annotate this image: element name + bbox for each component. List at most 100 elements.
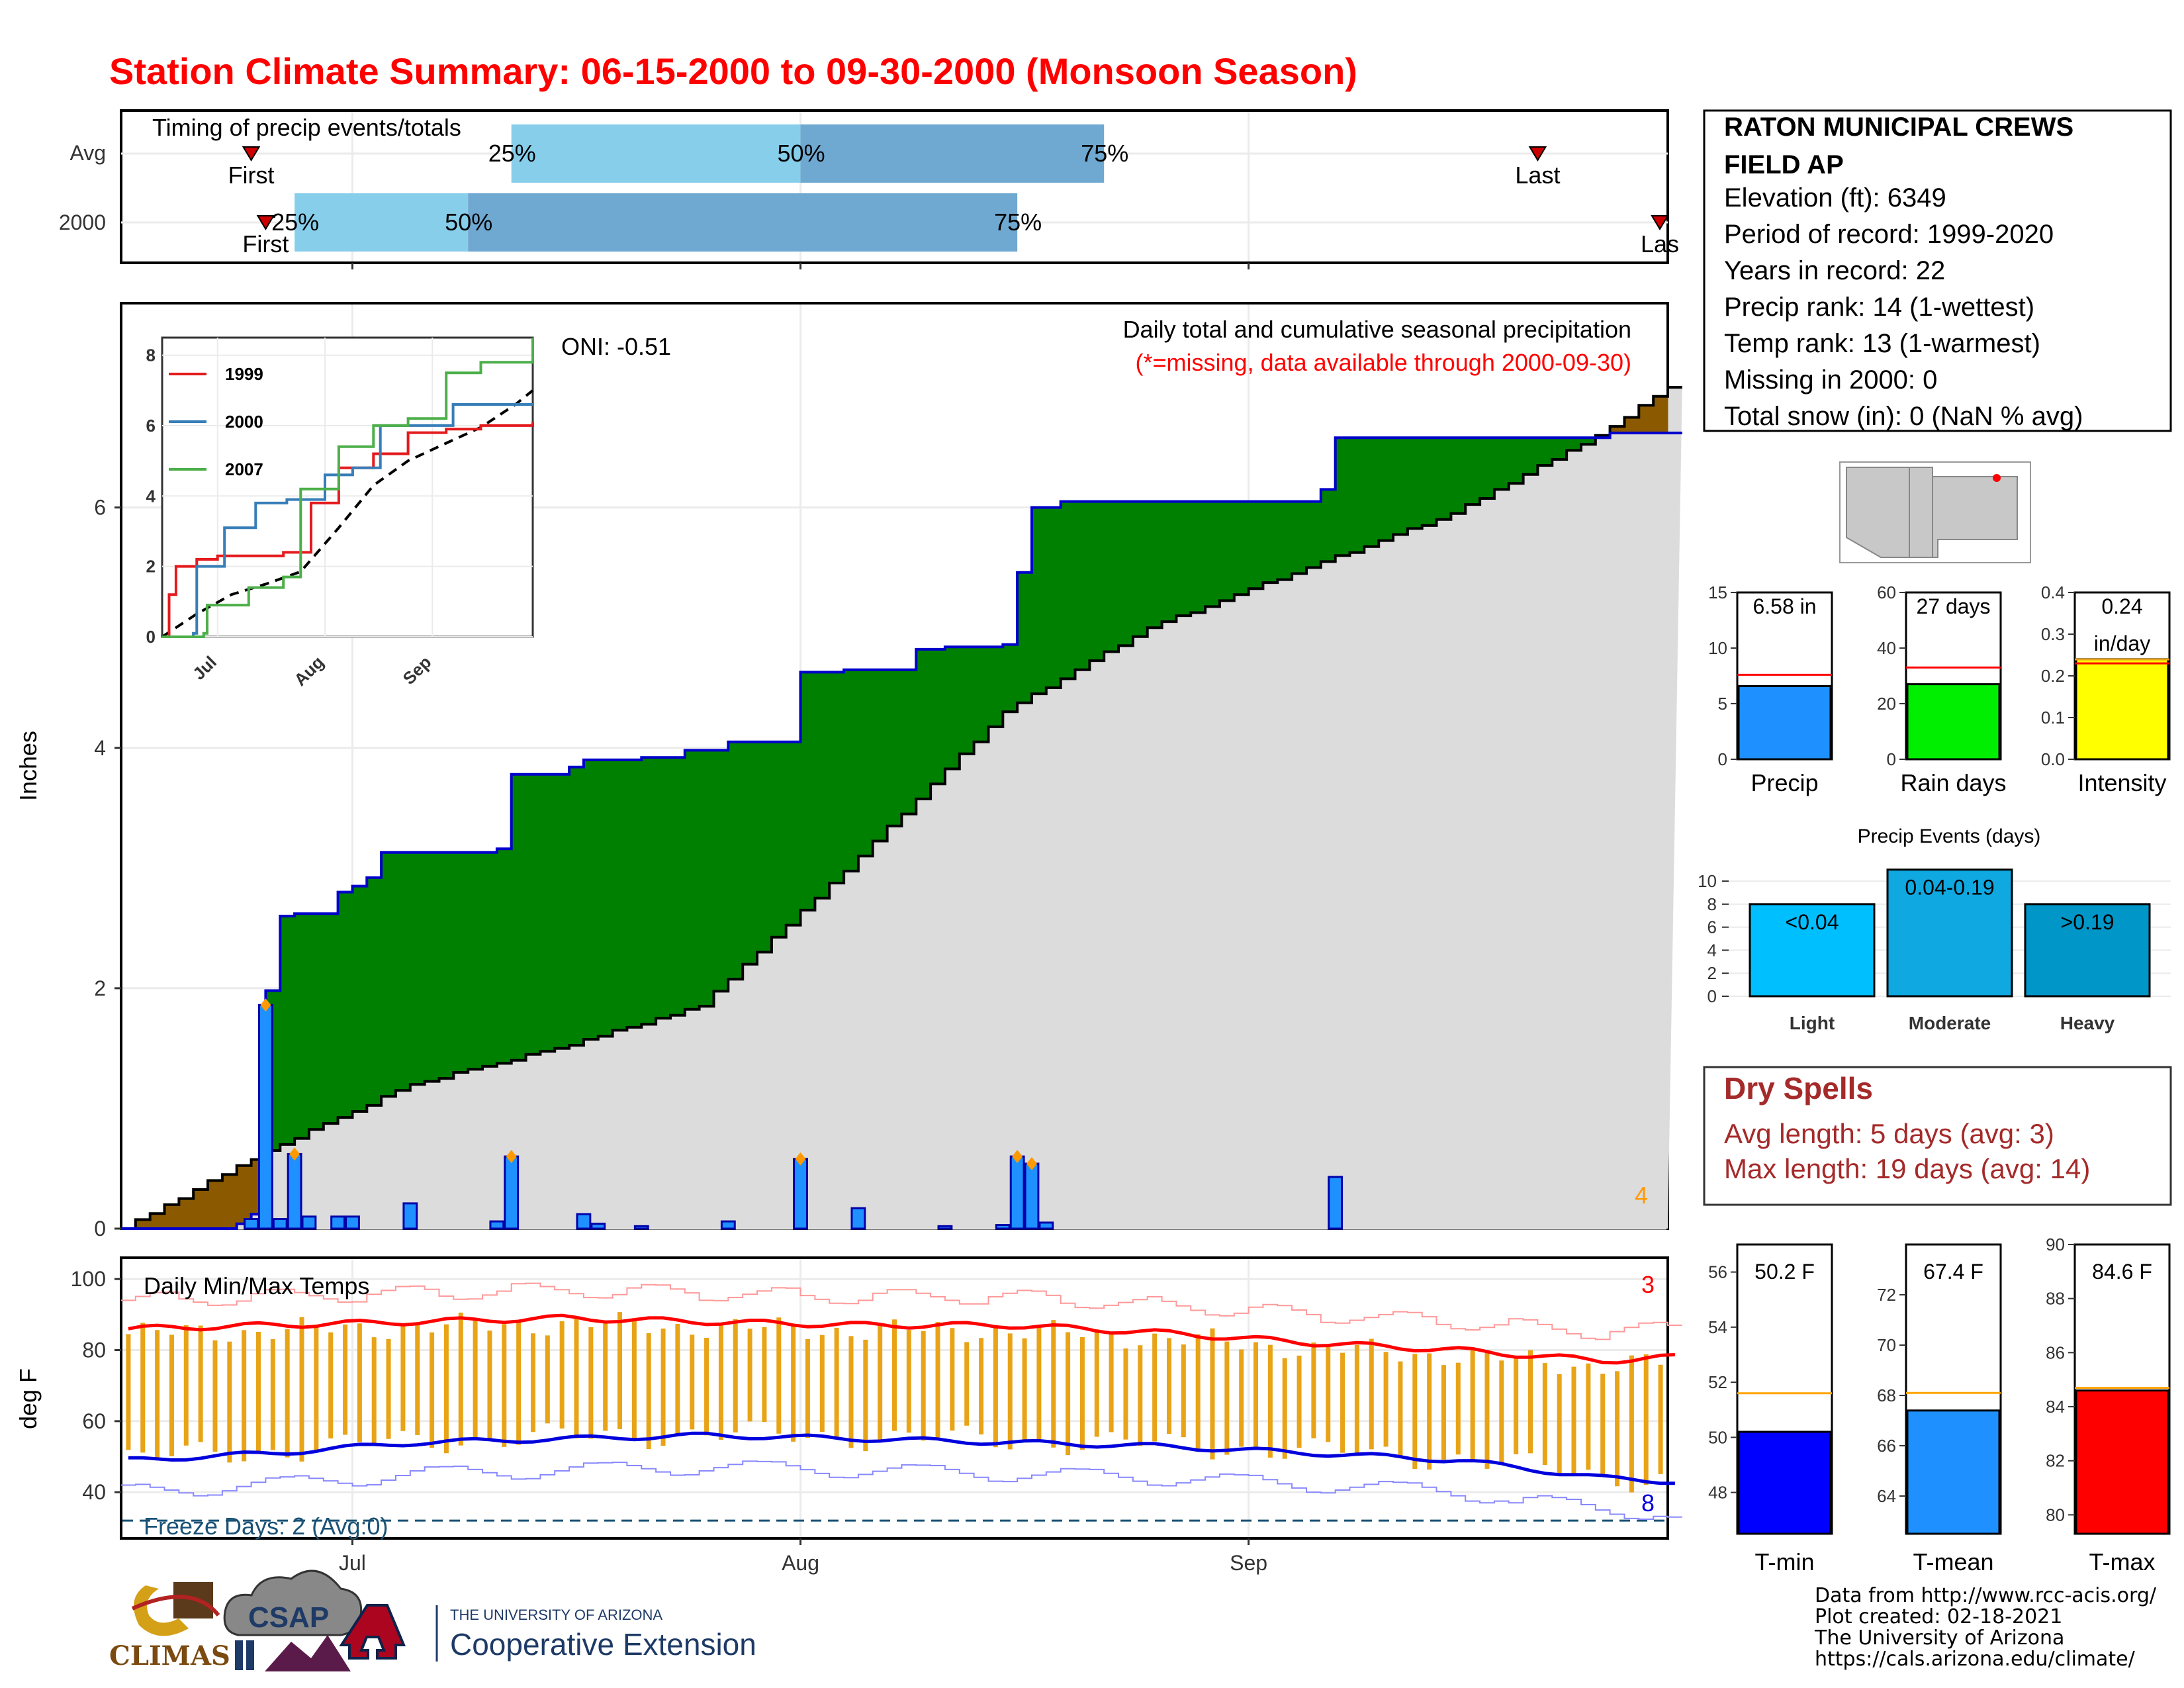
temp-bar-label: T-max (2089, 1548, 2155, 1575)
last-event-label: Las (1641, 230, 1679, 258)
oni-value: ONI: -0.51 (561, 333, 671, 360)
mini-bar-intensity (2075, 658, 2169, 761)
first-event-label: First (228, 162, 275, 189)
station-name-line2: FIELD AP (1724, 150, 1844, 179)
daily-precip-bar (330, 1215, 346, 1230)
temp-bar-t-mean (1906, 1409, 2001, 1535)
temp-bar-tick-label: 52 (1708, 1372, 1727, 1392)
temp-bar-tick-label: 64 (1877, 1486, 1896, 1506)
record-low-line (121, 1460, 1682, 1520)
avg-cumulative-line (121, 386, 1682, 1230)
temp-bar-tick-label: 90 (2046, 1235, 2065, 1254)
month-tick-label: Sep (1230, 1551, 1267, 1575)
credit-university: The University of Arizona (1814, 1626, 2064, 1650)
events-bar-heavy (2024, 903, 2151, 998)
daily-precip-bar (287, 1152, 302, 1230)
daily-precip-bar (590, 1223, 606, 1230)
precip-y-tick-label: 2 (94, 976, 106, 1000)
missing-note: (*=missing, data available through 2000-… (1136, 349, 1631, 376)
daily-precip-bar (937, 1225, 953, 1230)
timing-p50-label: 50% (445, 209, 492, 236)
mini-bar-tick-label: 15 (1708, 583, 1727, 602)
events-tick-label: 2 (1707, 963, 1717, 983)
temp-y-tick-label: 40 (82, 1480, 106, 1504)
events-tick-label: 8 (1707, 894, 1717, 914)
temp-bar-value: 84.6 F (2092, 1260, 2152, 1284)
events-tick-label: 6 (1707, 917, 1717, 937)
daily-precip-bar (576, 1213, 592, 1230)
daily-precip-bar (504, 1155, 520, 1230)
mini-bar-value: 6.58 in (1752, 594, 1816, 618)
timing-label: Timing of precip events/totals (152, 114, 461, 141)
ua-name-text: THE UNIVERSITY OF ARIZONA (450, 1607, 662, 1623)
extreme-precip-marker (1026, 1156, 1037, 1170)
avg-tmax-line (128, 1313, 1676, 1365)
mini-bar-tick-label: 40 (1877, 638, 1896, 658)
inset-series-line-2007 (162, 338, 534, 638)
inset-y-tick-label: 6 (146, 416, 156, 436)
mini-bar-rain-days (1906, 683, 2001, 761)
daily-precip-bar (793, 1158, 808, 1230)
temp-y-tick-label: 100 (71, 1267, 106, 1291)
precip-caption: Daily total and cumulative seasonal prec… (1123, 316, 1631, 343)
timing-bar-25-50 (295, 193, 469, 252)
dry-spells-avg: Avg length: 5 days (avg: 3) (1724, 1118, 2054, 1149)
temp-panel-label: Daily Min/Max Temps (144, 1272, 369, 1299)
timing-p25-label: 25% (271, 209, 319, 236)
station-temp-rank: Temp rank: 13 (1-warmest) (1724, 329, 2040, 358)
daily-precip-bar (995, 1224, 1011, 1230)
temp-bar-value: 67.4 F (1923, 1260, 1983, 1284)
temp-bar-tick-label: 88 (2046, 1289, 2065, 1309)
events-bar-moderate (1886, 868, 2013, 998)
mini-bar-precip (1737, 684, 1832, 761)
last-event-marker (1651, 215, 1669, 230)
daily-precip-bar (301, 1215, 317, 1230)
events-category-label: Moderate (1909, 1013, 1991, 1033)
station-name-line1: RATON MUNICIPAL CREWS (1724, 113, 2073, 142)
daily-precip-bar (1009, 1155, 1025, 1230)
mini-bar-tick-label: 0 (1887, 749, 1896, 769)
avg-tmin-line (128, 1431, 1675, 1485)
daily-precip-bar (1038, 1221, 1054, 1230)
last-event-label: Last (1515, 162, 1560, 189)
daily-precip-bar (633, 1225, 649, 1230)
missing-count: 4 (1635, 1182, 1648, 1209)
first-event-marker (256, 215, 275, 230)
events-tick-label: 10 (1698, 871, 1717, 891)
timing-bar-50-75 (468, 193, 1018, 252)
inset-y-tick-label: 4 (146, 486, 156, 506)
mini-bar-label: Intensity (2077, 769, 2166, 796)
inset-legend-label: 2007 (225, 459, 263, 479)
month-axis: Jul Aug Sep (339, 263, 1267, 1575)
temp-bar-tick-label: 84 (2046, 1397, 2065, 1417)
daily-precip-bar (720, 1220, 736, 1230)
mini-bar-label: Rain days (1900, 769, 2006, 796)
mini-bar-tick-label: 0.2 (2041, 666, 2065, 686)
temp-bar-label: T-mean (1913, 1548, 1993, 1575)
events-title: Precip Events (days) (1858, 825, 2041, 847)
events-tick-label: 4 (1707, 940, 1717, 960)
dry-spells-title: Dry Spells (1724, 1071, 1873, 1105)
timing-p75-label: 75% (1081, 140, 1128, 167)
timing-p50-label: 50% (778, 140, 825, 167)
inset-y-tick-label: 2 (146, 557, 156, 577)
dry-spells-box: Dry Spells Avg length: 5 days (avg: 3) M… (1703, 1066, 2172, 1206)
inset-series-line-1999 (162, 422, 534, 638)
cumulative-2000-line (121, 432, 1682, 1230)
daily-precip-bar (1328, 1176, 1343, 1230)
inset-y-tick-label: 8 (146, 346, 156, 365)
events-bin-label: >0.19 (2061, 910, 2115, 934)
extreme-precip-marker (506, 1150, 517, 1164)
record-high-count: 3 (1641, 1271, 1655, 1298)
temp-bar-tick-label: 86 (2046, 1342, 2065, 1362)
station-precip-rank: Precip rank: 14 (1-wettest) (1724, 293, 2034, 322)
csap-logo: CSAP (223, 1570, 363, 1671)
temp-summary-bars: 50.2 F 56 54 52 50 48 T-min 67.4 F 72 70 68 66 64 T-m… (1708, 1235, 2171, 1575)
mini-bar-tick-label: 0 (1718, 749, 1727, 769)
daily-precip-bar (272, 1217, 288, 1230)
station-info-box: RATON MUNICIPAL CREWS FIELD AP Elevation… (1703, 109, 2172, 432)
daily-precip-bar (1024, 1162, 1040, 1230)
daily-precip-bar (402, 1202, 418, 1230)
inset-average-line (161, 389, 534, 638)
